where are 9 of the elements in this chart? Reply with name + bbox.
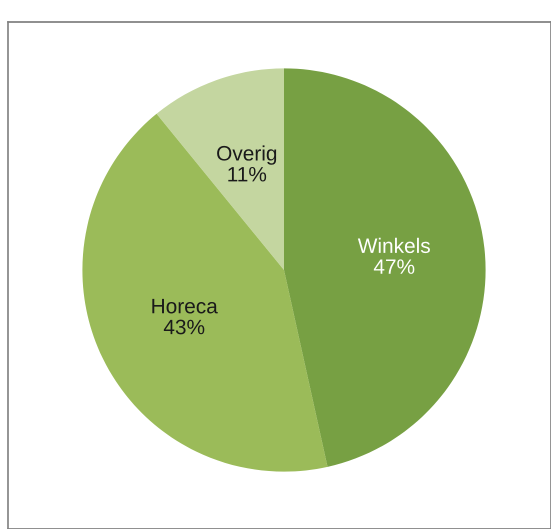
data-label: 43% [164, 320, 204, 334]
data-label: 47% [374, 259, 414, 274]
slice-label: Winkels [358, 238, 430, 254]
pie-slice [284, 68, 486, 467]
slice-label: Horeca [152, 298, 218, 314]
data-label: 11% [228, 166, 266, 182]
pie-slice [156, 68, 284, 270]
slice-label: Overig [217, 145, 276, 165]
pie-slice [82, 114, 328, 472]
